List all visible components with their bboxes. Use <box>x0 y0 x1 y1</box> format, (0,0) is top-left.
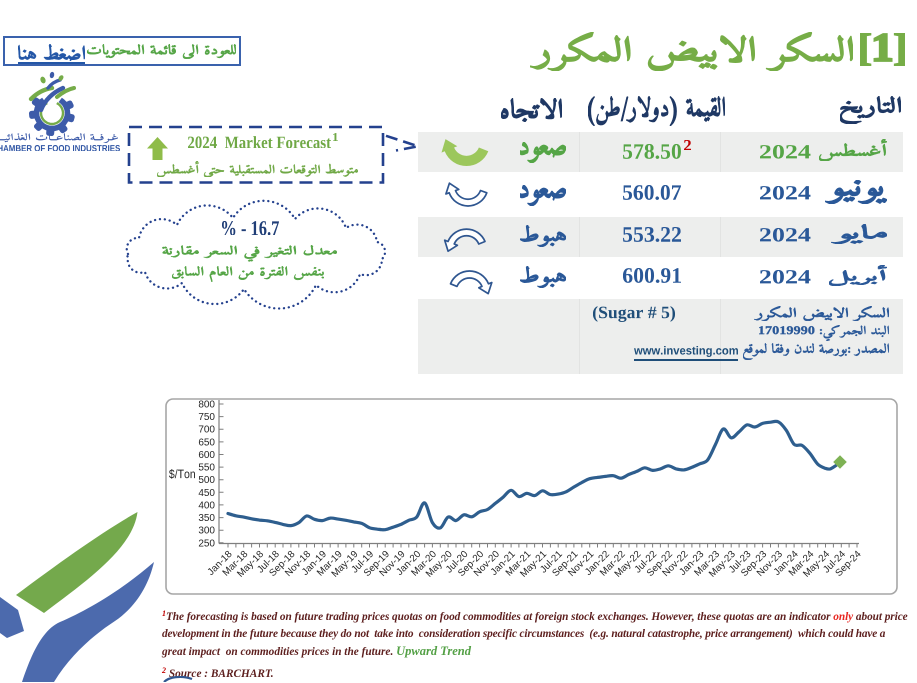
svg-text:450: 450 <box>198 488 215 499</box>
svg-text:750: 750 <box>198 412 215 423</box>
svg-text:600: 600 <box>198 450 215 461</box>
svg-text:800: 800 <box>198 400 215 411</box>
svg-text:700: 700 <box>198 425 215 436</box>
svg-text:650: 650 <box>198 437 215 448</box>
svg-text:550: 550 <box>198 463 215 474</box>
svg-text:250: 250 <box>198 538 215 549</box>
svg-text:350: 350 <box>198 513 215 524</box>
svg-text:300: 300 <box>198 526 215 537</box>
svg-text:400: 400 <box>198 500 215 511</box>
svg-text:500: 500 <box>198 475 215 486</box>
